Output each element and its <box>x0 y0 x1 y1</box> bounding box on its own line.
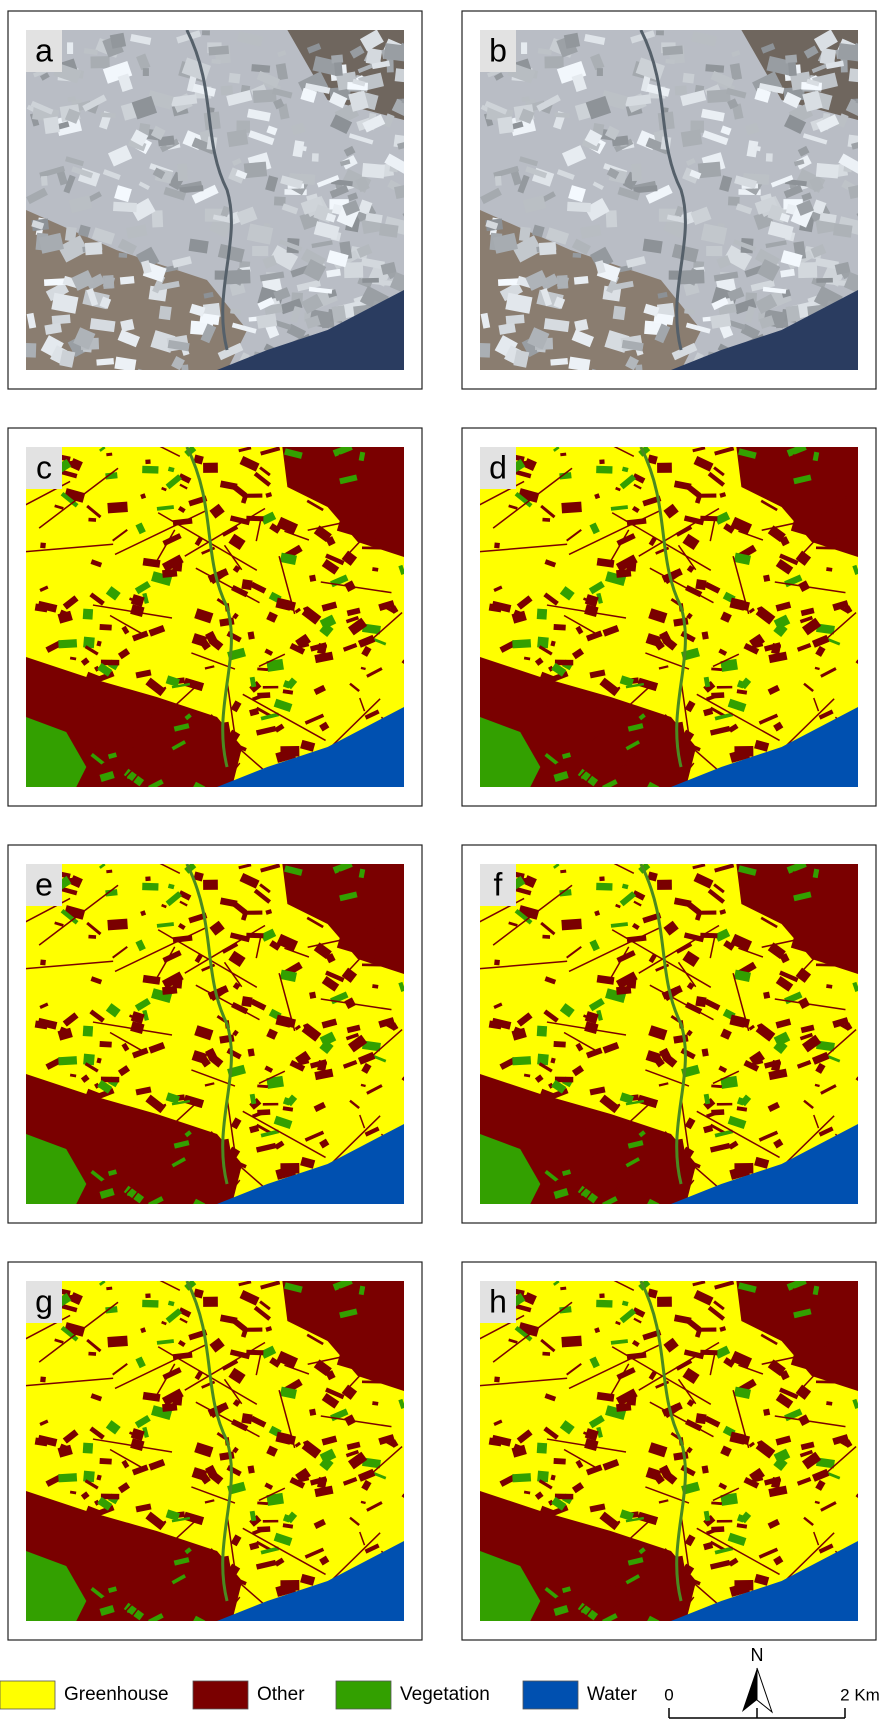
panel-label: a <box>35 32 53 68</box>
photo-map <box>23 29 422 386</box>
north-label: N <box>751 1645 764 1665</box>
panel-label: e <box>35 866 53 902</box>
legend-label: Water <box>587 1684 638 1705</box>
legend-swatch <box>0 1681 55 1709</box>
panel: e <box>0 845 429 1236</box>
legend-label: Greenhouse <box>64 1684 169 1705</box>
classification-map <box>0 431 429 819</box>
classification-map <box>0 1265 429 1653</box>
classification-map <box>444 848 883 1236</box>
north-arrow <box>757 1668 772 1712</box>
panel: a <box>8 11 422 389</box>
panel: b <box>462 11 876 389</box>
classification-map <box>444 1265 883 1653</box>
figure: a b c d e f g h Greenhouse Other Vegetation Water N 0… <box>0 0 891 1720</box>
classification-map <box>444 431 883 819</box>
panel-label: g <box>35 1283 53 1319</box>
legend-swatch <box>523 1681 578 1709</box>
page: a b c d e f g h Greenhouse Other Vegetation Water N 0… <box>0 0 891 1720</box>
panel: h <box>444 1262 883 1653</box>
panel-label: c <box>36 449 52 485</box>
panel: g <box>0 1262 429 1653</box>
panel-label: b <box>489 32 507 68</box>
photo-map <box>477 29 876 386</box>
scale-label: 2 Km <box>840 1685 880 1704</box>
panel: d <box>444 428 883 819</box>
panel: f <box>444 845 883 1236</box>
panel-label: h <box>489 1283 507 1319</box>
legend-swatch <box>193 1681 248 1709</box>
panel: c <box>0 428 429 819</box>
classification-map <box>0 848 429 1236</box>
panel-label: f <box>494 866 503 902</box>
legend-swatch <box>336 1681 391 1709</box>
legend-label: Vegetation <box>400 1684 490 1705</box>
legend-label: Other <box>257 1684 305 1705</box>
north-arrow <box>742 1668 757 1712</box>
scale-label: 0 <box>664 1685 673 1704</box>
panel-label: d <box>489 449 507 485</box>
